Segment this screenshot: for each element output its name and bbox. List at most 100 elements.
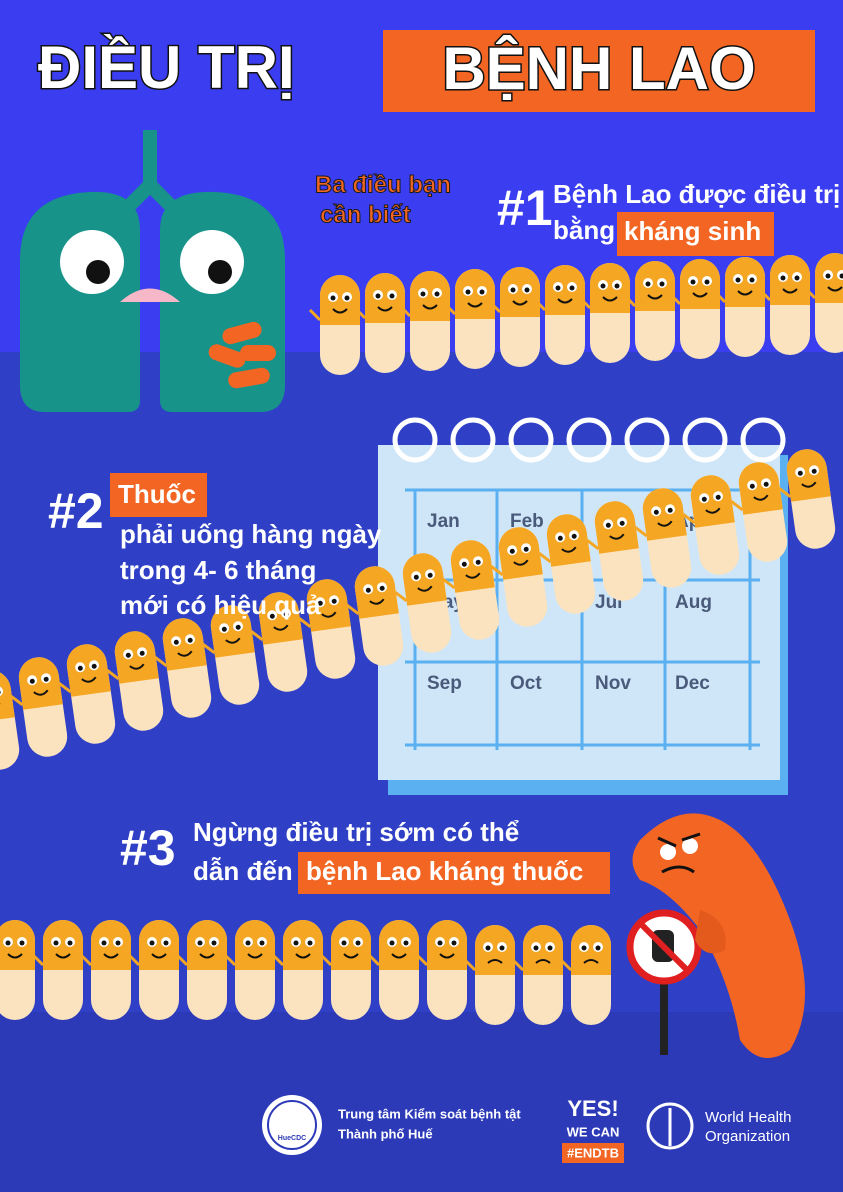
pill [398, 271, 450, 371]
pill-pupil [569, 285, 575, 291]
pill-top [187, 920, 227, 970]
pill-top [0, 920, 35, 970]
pill-top [235, 920, 275, 970]
pill-arm [127, 953, 141, 967]
pill-mouth [81, 676, 97, 683]
pill [578, 263, 630, 363]
pill-mouth [512, 300, 528, 306]
pill-pupil [211, 940, 217, 946]
month-label: Aug [675, 592, 712, 613]
pill [634, 488, 692, 588]
who-logo [646, 1102, 694, 1150]
pill-mouth [417, 585, 433, 592]
pill [511, 925, 563, 1025]
calendar-ring [508, 417, 554, 463]
pill [10, 657, 68, 757]
pill-top [455, 269, 495, 319]
pill-pupil [389, 293, 395, 299]
pill-pupil [365, 587, 371, 593]
cdc-logo-ring [267, 1100, 317, 1150]
month-label: Feb [510, 511, 544, 532]
pill-pupil [581, 945, 587, 951]
calendar-ring [392, 417, 438, 463]
pill-pupil [101, 940, 107, 946]
pill-mouth [692, 292, 708, 298]
campaign: WE CAN [567, 1124, 620, 1139]
pill-pupil [77, 665, 83, 671]
pill-pupil [465, 289, 471, 295]
pill [559, 925, 611, 1025]
pill-top [546, 514, 591, 567]
pill-rows [0, 253, 843, 1025]
pill-pupil [221, 626, 227, 632]
pill-mouth [705, 507, 721, 514]
pill-pupil [375, 293, 381, 299]
pill [202, 605, 260, 705]
pill-arm [175, 953, 189, 967]
pill-pupil [331, 598, 337, 604]
pill-pupil [269, 613, 275, 619]
pill-arm [682, 513, 696, 525]
pill-pupil [701, 496, 707, 502]
point-highlight: bệnh Lao kháng thuốc [306, 856, 583, 886]
pill-arm [346, 604, 360, 616]
pill-arm [10, 695, 24, 707]
pill-mouth [467, 302, 483, 308]
pill [175, 920, 227, 1020]
pill-arm [223, 953, 237, 967]
pill-mouth [33, 689, 49, 696]
who-name: World Health [705, 1109, 791, 1126]
pill-pupil [509, 548, 515, 554]
point-number: #2 [48, 483, 104, 539]
pill [154, 618, 212, 718]
pill-pupil [5, 940, 11, 946]
pill [442, 540, 500, 640]
pill [803, 253, 843, 353]
pill-pupil [499, 945, 505, 951]
pill-pupil [173, 639, 179, 645]
pill-pupil [245, 940, 251, 946]
pill-top [450, 540, 495, 593]
pill-pupil [659, 281, 665, 287]
pill-pupil [605, 522, 611, 528]
pill-pupil [524, 287, 530, 293]
pill-top [66, 644, 111, 697]
pill-arm [586, 539, 600, 551]
pill-mouth [753, 494, 769, 501]
cdc-name: Thành phố Huế [338, 1126, 433, 1141]
point-highlight: kháng sinh [624, 216, 761, 246]
pill-pupil [510, 287, 516, 293]
pill-pupil [555, 285, 561, 291]
month-label: Dec [675, 673, 710, 694]
pill-pupil [344, 295, 350, 301]
pill [0, 920, 35, 1020]
pill-top [402, 553, 447, 606]
pill-arm [106, 669, 120, 681]
pill [538, 514, 596, 614]
pill [443, 269, 495, 369]
pill-mouth [609, 533, 625, 540]
pill-arm [154, 656, 168, 668]
pill-mouth [391, 953, 407, 959]
bg-bottom [0, 1012, 843, 1192]
pill-top [690, 475, 735, 528]
pill [367, 920, 419, 1020]
pill-mouth [321, 611, 337, 618]
pill-pupil [355, 940, 361, 946]
pill-top [786, 449, 831, 502]
pill-pupil [317, 600, 323, 606]
highlight-box [110, 473, 207, 517]
pill-pupil [475, 559, 481, 565]
pill-arm [634, 526, 648, 538]
title-part2: BỆNH LAO [442, 35, 755, 102]
pill-top [43, 920, 83, 970]
pill-mouth [737, 290, 753, 296]
cdc-name: Trung tâm Kiểm soát bệnh tật [338, 1106, 521, 1121]
pill-mouth [332, 308, 348, 314]
pill-arm [308, 308, 322, 322]
pill-arm [488, 300, 502, 314]
pill-mouth [439, 953, 455, 959]
pill-pupil [523, 546, 529, 552]
title-box [383, 30, 815, 112]
